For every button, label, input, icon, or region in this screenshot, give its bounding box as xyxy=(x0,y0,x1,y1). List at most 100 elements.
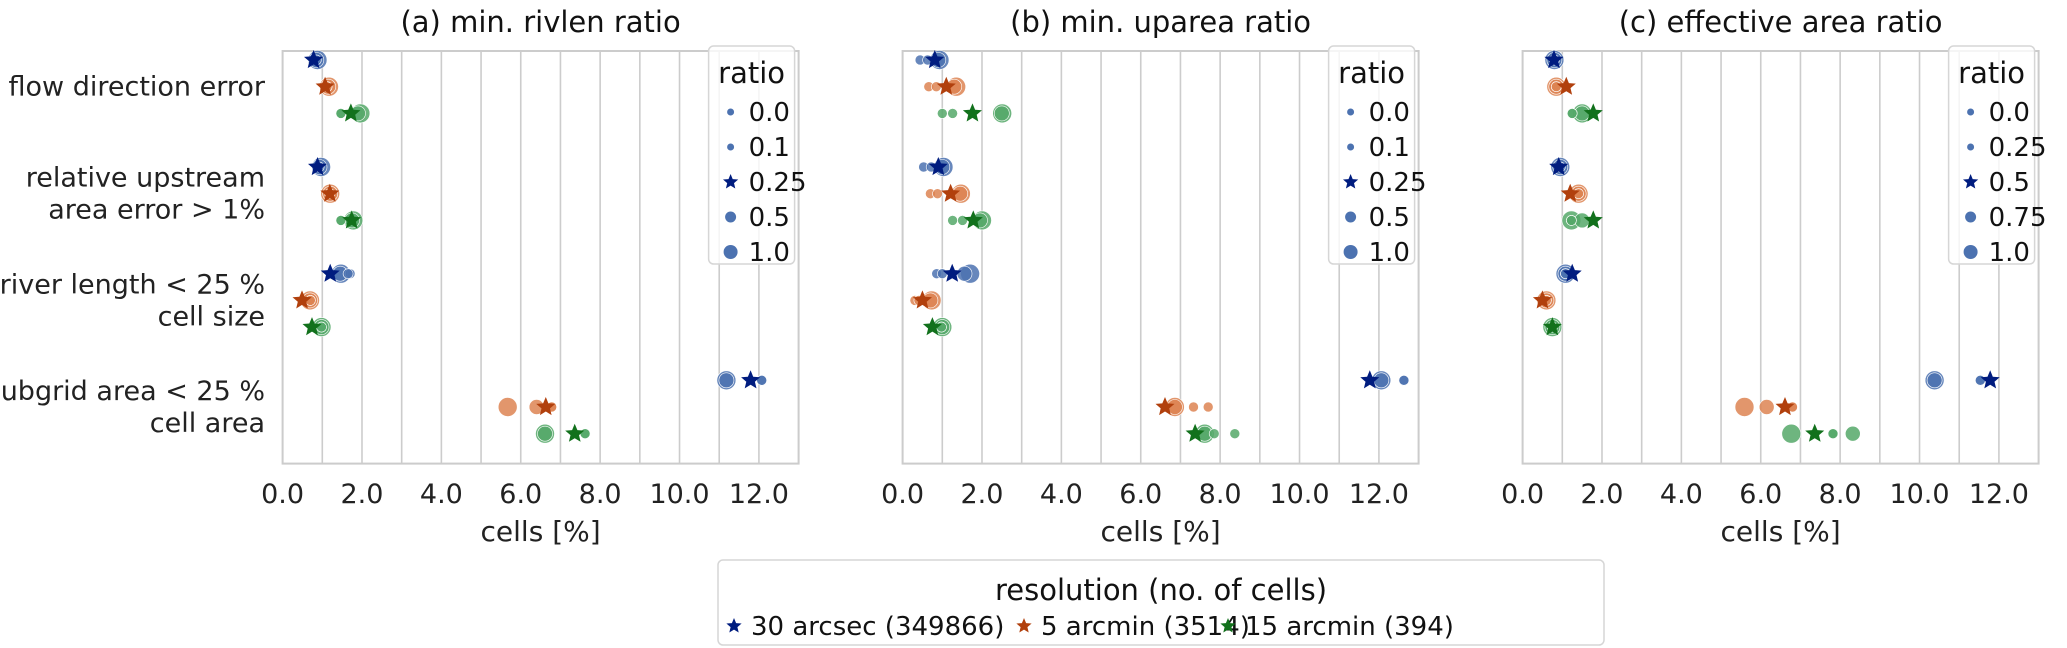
data-point xyxy=(947,108,958,119)
legend-label: 0.1 xyxy=(749,133,790,163)
data-point xyxy=(718,372,735,389)
data-point xyxy=(1551,81,1562,92)
data-point-star xyxy=(922,317,942,336)
legend-box xyxy=(1947,45,2036,265)
legend-star-marker xyxy=(1016,618,1032,633)
axes-frame xyxy=(281,50,800,465)
x-tick-label: 8.0 xyxy=(579,479,622,510)
data-point xyxy=(936,268,948,280)
legend-label: 0.5 xyxy=(749,203,790,233)
legend-label: 0.5 xyxy=(1989,168,2030,198)
data-point xyxy=(1373,372,1390,389)
data-point xyxy=(497,397,518,417)
legend-label: 0.25 xyxy=(1989,133,2047,163)
data-point-star xyxy=(1185,423,1205,442)
legend-star-marker xyxy=(1220,618,1236,633)
data-point-star xyxy=(292,290,312,309)
data-point-star xyxy=(941,183,961,202)
data-point-star xyxy=(302,317,322,336)
data-point xyxy=(1734,397,1755,417)
data-point-star xyxy=(1583,210,1603,229)
legend-box xyxy=(1327,45,1416,265)
x-tick-label: 6.0 xyxy=(1119,479,1162,510)
legend-circle-marker xyxy=(723,245,738,259)
x-tick-label: 4.0 xyxy=(420,479,463,510)
legend-circle-marker xyxy=(1967,108,1975,116)
legend-circle-marker xyxy=(1343,245,1358,259)
panels: (a) min. rivlen ratio 0.0 2.0 4.0 6.0 8.0 10.0… xyxy=(261,5,2046,548)
ratio-legend: ratio 0.0 0.1 0.25 0.5 1.0 xyxy=(1327,45,1427,268)
x-tick-label: 10.0 xyxy=(649,479,709,510)
data-point xyxy=(537,425,553,442)
panel-title: (a) min. rivlen ratio xyxy=(400,5,680,39)
legend-title: ratio xyxy=(1338,56,1405,90)
x-tick-label: 2.0 xyxy=(961,479,1004,510)
resolution-legend: resolution (no. of cells) 30 arcsec (3498… xyxy=(717,559,1605,646)
legend-label: 0.0 xyxy=(1369,98,1410,128)
data-point-star xyxy=(320,183,340,202)
x-tick-label: 8.0 xyxy=(1199,479,1242,510)
legend-label: 0.75 xyxy=(1989,203,2047,233)
legend-title: resolution (no. of cells) xyxy=(995,573,1327,607)
legend-label: 0.25 xyxy=(1369,168,1427,198)
data-point xyxy=(1202,401,1214,413)
category-label: area error > 1% xyxy=(48,195,265,226)
axes-frame xyxy=(1521,50,2040,465)
legend-label: 0.1 xyxy=(1369,133,1410,163)
category-label: flow direction error xyxy=(9,72,266,103)
legend-circle-marker xyxy=(1347,108,1355,116)
data-point-star xyxy=(1562,263,1582,282)
data-point xyxy=(1188,401,1199,413)
data-point xyxy=(1574,212,1590,229)
data-point-star xyxy=(936,76,956,95)
category-label: relative upstream xyxy=(26,163,265,194)
category-label: cell size xyxy=(158,301,265,332)
data-point xyxy=(1229,428,1241,440)
legend-star-marker xyxy=(1343,174,1359,189)
legend-label: 5 arcmin (3514) xyxy=(1041,612,1250,642)
category-label: river length < 25 % xyxy=(0,269,265,300)
data-point xyxy=(579,428,591,440)
data-point-star xyxy=(320,263,340,282)
legend-circle-marker xyxy=(1345,211,1357,223)
data-point xyxy=(936,108,948,119)
legend-box xyxy=(717,559,1605,646)
data-point xyxy=(993,105,1010,122)
data-point xyxy=(1827,428,1839,440)
panel-title: (c) effective area ratio xyxy=(1619,5,1943,39)
legend-circle-marker xyxy=(725,211,737,223)
x-tick-label: 10.0 xyxy=(1889,479,1949,510)
legend-label: 1.0 xyxy=(1989,238,2030,268)
data-point-star xyxy=(1542,317,1562,336)
data-point-star xyxy=(304,50,324,69)
axes-frame xyxy=(901,50,1420,465)
data-point xyxy=(1845,425,1861,442)
data-point-star xyxy=(1360,370,1380,389)
category-labels: flow direction error relative upstreamare… xyxy=(0,72,266,439)
x-tick-label: 12.0 xyxy=(1349,479,1409,510)
data-point xyxy=(316,321,327,333)
data-point xyxy=(756,374,768,386)
data-point-star xyxy=(341,103,361,122)
data-point-star xyxy=(1544,50,1564,69)
legend-title: ratio xyxy=(718,56,785,90)
x-axis-label: cells [%] xyxy=(1101,515,1221,548)
data-point xyxy=(335,108,347,119)
panel-c: (c) effective area ratio 0.0 2.0 4.0 6.0 8.0 1… xyxy=(1501,5,2046,548)
data-point-star xyxy=(1155,397,1175,416)
data-point-star xyxy=(741,370,761,389)
legend-circle-marker xyxy=(1967,143,1975,151)
x-tick-label: 6.0 xyxy=(1739,479,1782,510)
legend-label: 1.0 xyxy=(749,238,790,268)
panel-b: (b) min. uparea ratio 0.0 2.0 4.0 6.0 8.0 10.0… xyxy=(881,5,1426,548)
legend-star-marker xyxy=(723,174,739,189)
data-point xyxy=(1975,374,1986,386)
data-point xyxy=(930,81,942,92)
data-point-star xyxy=(1556,76,1576,95)
data-point xyxy=(957,215,968,226)
data-point-star xyxy=(942,263,962,282)
legend-label: 0.0 xyxy=(1989,98,2030,128)
data-point xyxy=(342,268,354,280)
data-point xyxy=(947,215,958,226)
legend-label: 0.25 xyxy=(749,168,807,198)
